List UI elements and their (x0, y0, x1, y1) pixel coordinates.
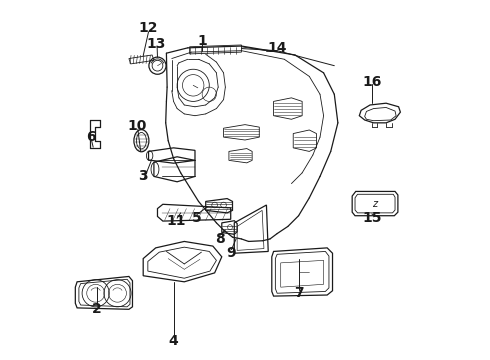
Text: 16: 16 (362, 75, 382, 89)
Text: 10: 10 (127, 120, 147, 134)
Text: 5: 5 (192, 211, 202, 225)
Text: 7: 7 (294, 285, 303, 300)
Text: 8: 8 (215, 232, 225, 246)
Text: 4: 4 (169, 334, 178, 348)
Text: 2: 2 (92, 302, 101, 316)
Text: 6: 6 (86, 130, 96, 144)
Text: 1: 1 (197, 34, 207, 48)
Text: 11: 11 (167, 214, 186, 228)
Text: 14: 14 (268, 41, 287, 55)
Text: 12: 12 (138, 21, 158, 35)
Text: 3: 3 (138, 170, 148, 184)
Text: 13: 13 (147, 37, 166, 50)
Text: 15: 15 (362, 211, 382, 225)
Text: z: z (372, 199, 378, 208)
Text: 9: 9 (226, 246, 236, 260)
